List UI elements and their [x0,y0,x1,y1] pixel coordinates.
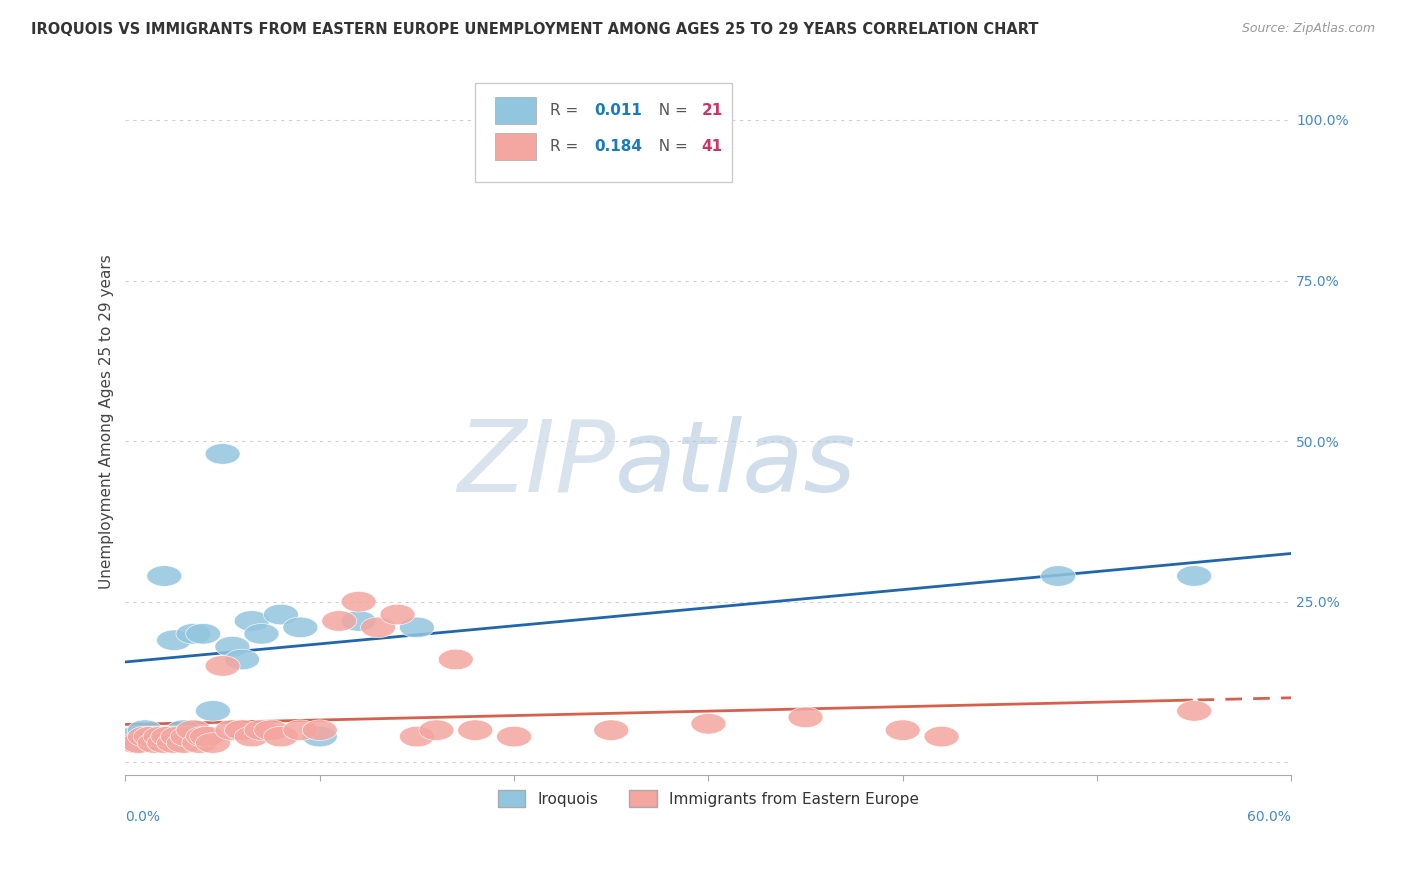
Ellipse shape [160,726,195,747]
Ellipse shape [138,732,172,754]
Ellipse shape [166,720,201,740]
Ellipse shape [134,726,169,747]
Ellipse shape [263,604,298,624]
Ellipse shape [235,726,270,747]
Ellipse shape [789,707,823,728]
Ellipse shape [225,649,260,670]
Ellipse shape [205,656,240,676]
Ellipse shape [458,720,492,740]
Text: 0.011: 0.011 [595,103,643,119]
Ellipse shape [118,732,153,754]
FancyBboxPatch shape [475,83,731,182]
Ellipse shape [195,700,231,721]
Ellipse shape [225,720,260,740]
Ellipse shape [322,611,357,632]
Ellipse shape [215,720,250,740]
Text: Source: ZipAtlas.com: Source: ZipAtlas.com [1241,22,1375,36]
Ellipse shape [924,726,959,747]
Ellipse shape [283,617,318,638]
Ellipse shape [146,566,181,586]
Text: ZIP: ZIP [457,416,616,513]
Ellipse shape [399,726,434,747]
Ellipse shape [143,726,179,747]
Y-axis label: Unemployment Among Ages 25 to 29 years: Unemployment Among Ages 25 to 29 years [100,254,114,590]
Ellipse shape [235,611,270,632]
Text: N =: N = [650,139,693,153]
Ellipse shape [121,732,156,754]
Ellipse shape [176,720,211,740]
Ellipse shape [1177,700,1212,721]
Ellipse shape [245,720,278,740]
Ellipse shape [190,726,225,747]
Text: N =: N = [650,103,693,119]
FancyBboxPatch shape [495,133,536,160]
Ellipse shape [176,624,211,644]
Ellipse shape [439,649,474,670]
Ellipse shape [253,720,288,740]
Ellipse shape [690,714,725,734]
Ellipse shape [263,726,298,747]
Ellipse shape [886,720,920,740]
Ellipse shape [181,732,217,754]
Ellipse shape [146,732,181,754]
Ellipse shape [245,624,278,644]
Text: 0.0%: 0.0% [125,811,160,824]
Ellipse shape [186,624,221,644]
Text: IROQUOIS VS IMMIGRANTS FROM EASTERN EUROPE UNEMPLOYMENT AMONG AGES 25 TO 29 YEAR: IROQUOIS VS IMMIGRANTS FROM EASTERN EURO… [31,22,1039,37]
Ellipse shape [128,720,162,740]
Ellipse shape [205,443,240,464]
Ellipse shape [1040,566,1076,586]
Ellipse shape [156,630,191,650]
Ellipse shape [138,726,172,747]
Ellipse shape [342,591,377,612]
Text: atlas: atlas [616,416,856,513]
Ellipse shape [302,720,337,740]
Ellipse shape [186,726,221,747]
Ellipse shape [128,726,162,747]
Ellipse shape [156,732,191,754]
Text: 60.0%: 60.0% [1247,811,1291,824]
Text: 21: 21 [702,103,723,119]
FancyBboxPatch shape [495,97,536,124]
Ellipse shape [118,726,153,747]
Ellipse shape [302,726,337,747]
Ellipse shape [215,636,250,657]
Ellipse shape [399,617,434,638]
Ellipse shape [419,720,454,740]
Ellipse shape [496,726,531,747]
Ellipse shape [195,732,231,754]
Ellipse shape [150,726,186,747]
Ellipse shape [593,720,628,740]
Legend: Iroquois, Immigrants from Eastern Europe: Iroquois, Immigrants from Eastern Europe [492,783,925,814]
Ellipse shape [166,732,201,754]
Ellipse shape [283,720,318,740]
Ellipse shape [170,726,205,747]
Text: 0.184: 0.184 [595,139,643,153]
Ellipse shape [360,617,395,638]
Text: R =: R = [550,103,583,119]
Ellipse shape [380,604,415,624]
Ellipse shape [342,611,377,632]
Text: 41: 41 [702,139,723,153]
Text: R =: R = [550,139,583,153]
Ellipse shape [1177,566,1212,586]
